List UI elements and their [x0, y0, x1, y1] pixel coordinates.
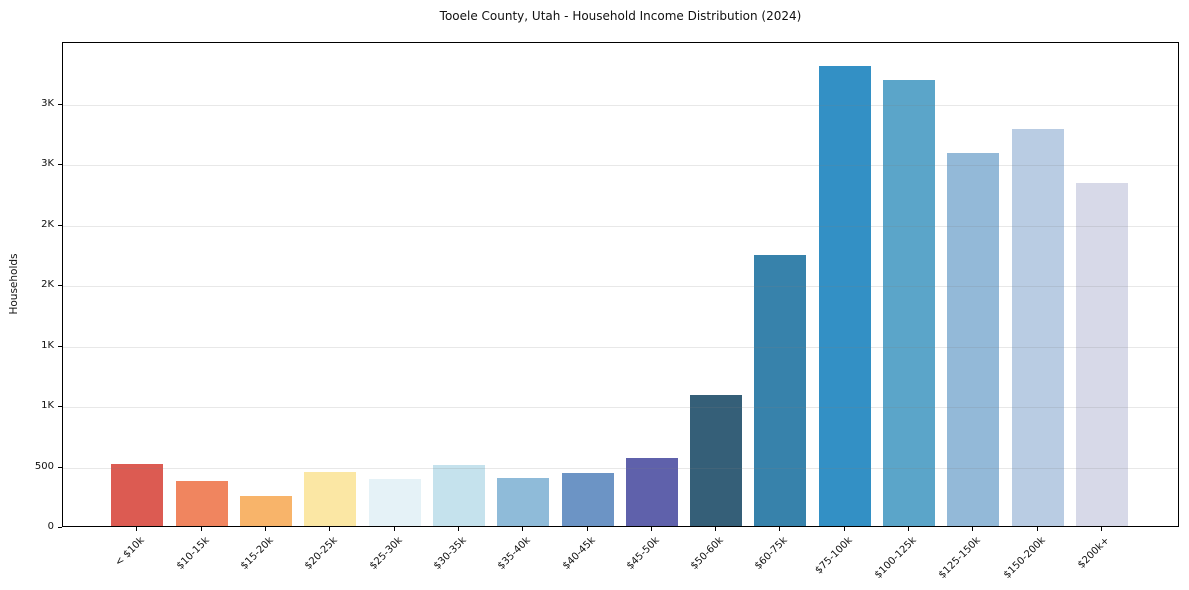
x-tick-label: $200k+: [1075, 535, 1112, 571]
bar: [111, 464, 164, 526]
x-tick-mark: [843, 527, 845, 531]
x-tick-label: $35-40k: [496, 535, 533, 572]
y-tick-mark: [58, 103, 62, 105]
y-tick-mark: [58, 224, 62, 226]
plot-area: [62, 42, 1179, 527]
y-tick-mark: [58, 406, 62, 408]
gridline: [63, 225, 1178, 227]
x-tick-mark: [650, 527, 652, 531]
bar: [1011, 129, 1064, 526]
x-tick-label: $30-35k: [431, 535, 469, 572]
y-tick-label: 2K: [41, 279, 54, 291]
x-tick-label: $50-60k: [688, 535, 726, 572]
gridline: [63, 346, 1178, 348]
bar: [561, 473, 614, 526]
x-tick-mark: [522, 527, 524, 531]
x-tick-label: $100-125k: [872, 535, 919, 581]
y-tick-label: 3K: [41, 97, 54, 109]
gridline: [63, 165, 1178, 167]
bar: [883, 80, 935, 526]
x-tick-mark: [908, 527, 909, 531]
gridline: [63, 286, 1178, 288]
x-tick-mark: [715, 527, 717, 531]
bar: [175, 481, 228, 526]
x-tick-label: $40-45k: [560, 535, 598, 572]
x-tick-mark: [200, 527, 202, 531]
y-tick-mark: [58, 345, 62, 347]
y-tick-label: 2K: [41, 218, 54, 230]
bar: [368, 479, 421, 526]
bar: [818, 66, 871, 526]
x-tick-mark: [393, 527, 395, 531]
y-tick-label: 1K: [41, 400, 54, 412]
bar: [690, 395, 743, 526]
x-tick-label: $10-15k: [174, 535, 212, 572]
bar: [625, 458, 678, 526]
x-tick-label: $60-75k: [753, 535, 791, 572]
x-tick-mark: [457, 527, 459, 531]
y-tick-mark: [58, 285, 62, 287]
x-tick-mark: [1036, 527, 1038, 531]
y-tick-label: 0: [47, 521, 54, 532]
x-tick-mark: [586, 527, 588, 531]
x-tick-label: $20-25k: [303, 535, 341, 572]
bar: [240, 496, 292, 526]
x-tick-label: $150-200k: [1001, 535, 1048, 581]
y-tick-mark: [58, 164, 62, 166]
y-tick-label: 500: [34, 460, 54, 472]
x-tick-mark: [1100, 527, 1102, 531]
bar: [432, 465, 485, 526]
bar: [1075, 183, 1128, 526]
y-tick-label: 3K: [41, 158, 54, 170]
x-tick-mark: [972, 527, 974, 531]
y-tick-mark: [58, 466, 62, 468]
x-tick-label: $125-150k: [937, 535, 984, 581]
x-tick-label: $75-100k: [813, 535, 855, 577]
x-tick-label: $45-50k: [624, 535, 662, 572]
gridline: [63, 467, 1178, 469]
y-tick-mark: [58, 527, 62, 528]
bar: [497, 478, 550, 526]
x-tick-mark: [329, 527, 331, 531]
bar: [754, 255, 807, 526]
x-tick-label: $15-20k: [238, 535, 276, 572]
x-tick-label: < $10k: [113, 535, 148, 569]
bar: [947, 153, 1000, 526]
bar: [304, 472, 357, 526]
gridline: [63, 104, 1178, 106]
gridline: [63, 407, 1178, 409]
x-tick-mark: [779, 527, 781, 531]
x-tick-label: $25-30k: [367, 535, 405, 572]
x-tick-mark: [265, 527, 266, 531]
x-tick-mark: [136, 527, 138, 531]
chart-title: Tooele County, Utah - Household Income D…: [439, 9, 802, 23]
y-tick-label: 1K: [41, 339, 54, 351]
